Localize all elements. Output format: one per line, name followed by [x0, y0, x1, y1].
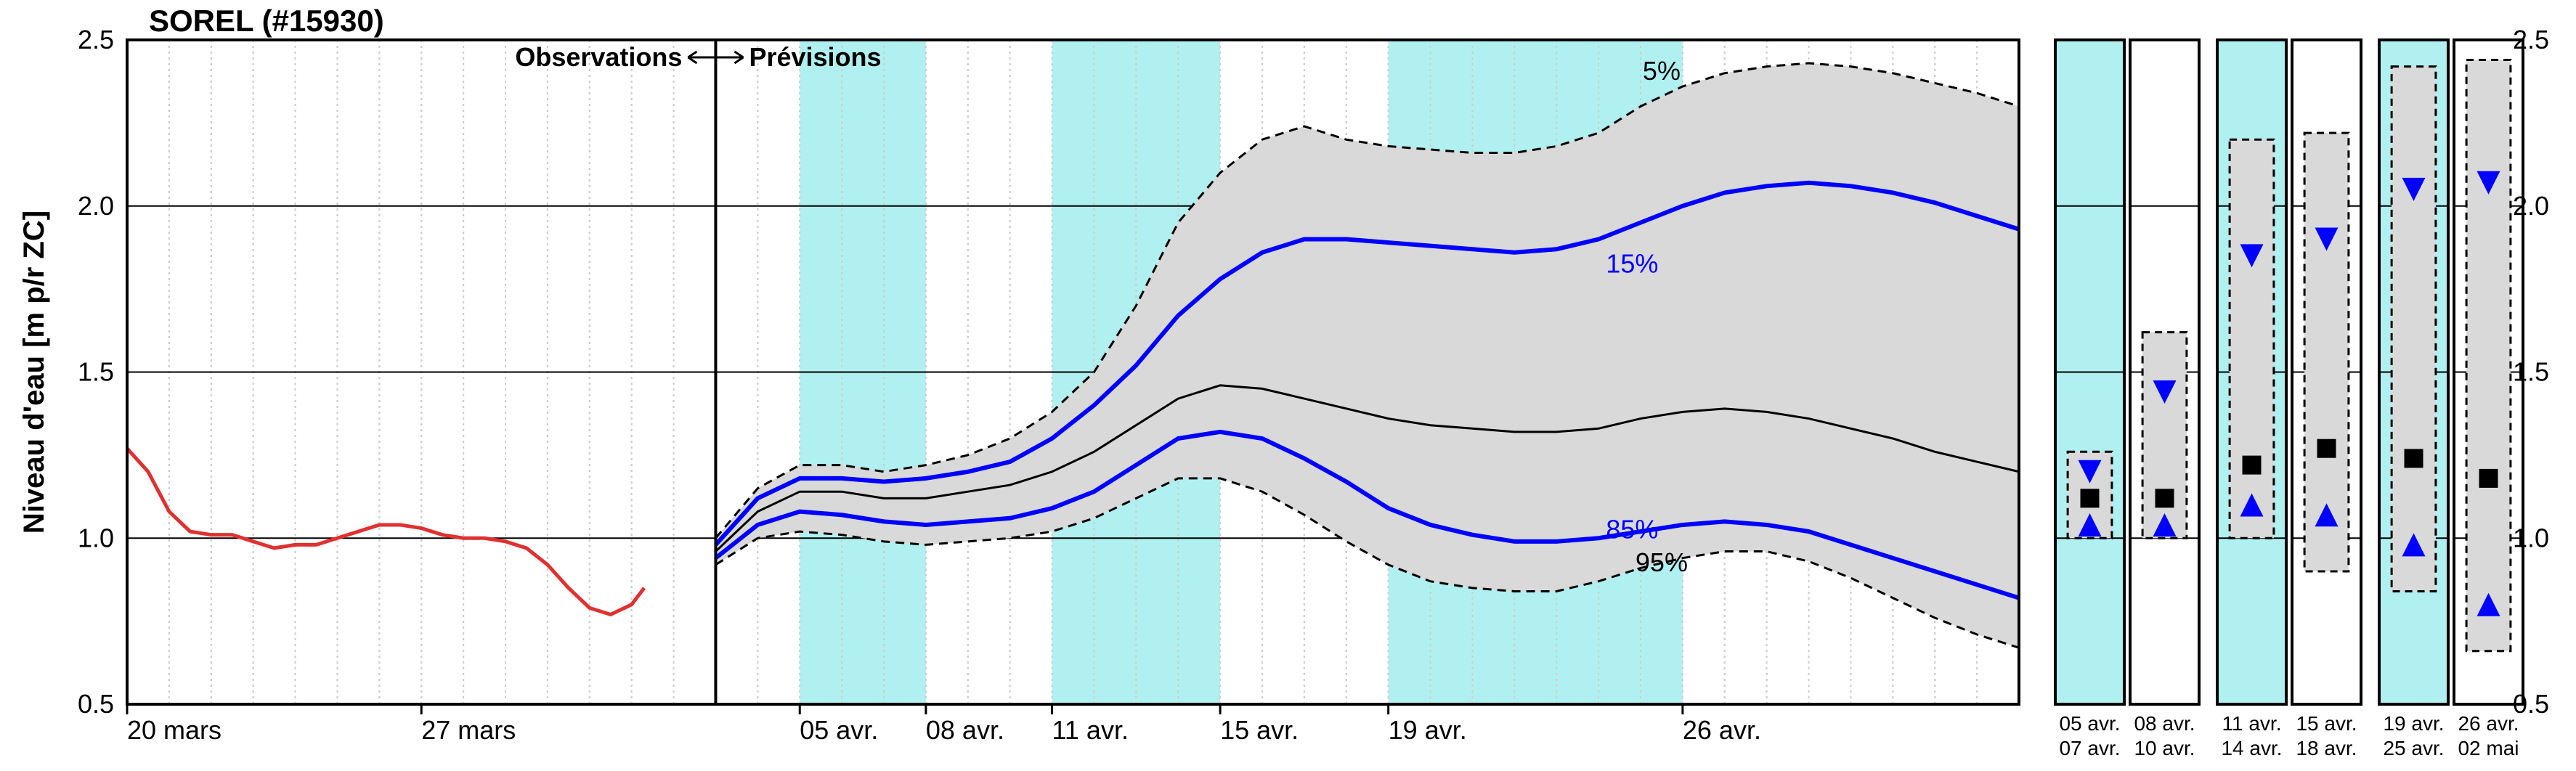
observations-line — [127, 449, 644, 615]
y-tick-label-right: 2.5 — [2513, 25, 2549, 54]
pct-label-15: 15% — [1606, 248, 1658, 278]
y-tick-label-right: 1.5 — [2513, 357, 2549, 387]
panel-label-top: 19 avr. — [2383, 712, 2444, 735]
y-tick-label-left: 0.5 — [78, 689, 114, 719]
panel-5-95-box — [2230, 139, 2274, 538]
panel-label-bottom: 14 avr. — [2221, 737, 2282, 759]
y-tick-label-left: 1.5 — [78, 357, 114, 387]
y-tick-label-left: 2.0 — [78, 191, 114, 221]
x-tick-label: 20 mars — [127, 715, 222, 745]
y-tick-label-right: 1.0 — [2513, 523, 2549, 552]
y-axis-label: Niveau d'eau [m p/r ZC] — [18, 211, 50, 534]
panel-label-bottom: 25 avr. — [2383, 737, 2444, 759]
pct-label-95: 95% — [1636, 547, 1688, 577]
chart-title: SOREL (#15930) — [149, 4, 384, 38]
y-tick-label-left: 1.0 — [78, 523, 114, 552]
observations-label: Observations — [515, 42, 682, 72]
panel-5-95-box — [2466, 60, 2511, 650]
pct-label-5: 5% — [1643, 56, 1681, 86]
panel-label-bottom: 10 avr. — [2134, 737, 2195, 759]
panel-label-top: 11 avr. — [2222, 712, 2282, 735]
panel-label-top: 05 avr. — [2059, 712, 2120, 735]
panel-5-95-box — [2392, 67, 2436, 592]
panel-label-top: 08 avr. — [2134, 712, 2195, 735]
x-tick-label: 26 avr. — [1683, 715, 1761, 745]
panel-label-top: 26 avr. — [2458, 712, 2519, 735]
panel-marker-median — [2081, 489, 2100, 507]
x-tick-label: 19 avr. — [1389, 715, 1467, 745]
panel-marker-median — [2317, 439, 2336, 458]
chart-svg: 20 mars 27 mars 05 avr. 08 avr. 11 avr. 15 av… — [0, 0, 2576, 771]
panel-marker-median — [2243, 456, 2262, 475]
y-tick-label-right: 2.0 — [2513, 191, 2549, 221]
x-tick-label: 27 mars — [421, 715, 516, 745]
panel-label-bottom: 02 mai — [2458, 737, 2519, 759]
y-tick-label-right: 0.5 — [2513, 689, 2549, 719]
x-tick-label: 11 avr. — [1052, 715, 1129, 745]
panel-label-bottom: 07 avr. — [2059, 737, 2120, 759]
x-tick-label: 05 avr. — [800, 715, 878, 745]
panel-marker-median — [2156, 489, 2174, 507]
panel-marker-median — [2405, 449, 2423, 468]
panel-label-top: 15 avr. — [2296, 712, 2357, 735]
y-tick-label-left: 2.5 — [78, 25, 114, 54]
forecast-label: Prévisions — [749, 42, 881, 72]
panel-marker-median — [2479, 469, 2498, 488]
pct-label-85: 85% — [1606, 514, 1658, 544]
x-tick-label: 08 avr. — [926, 715, 1004, 745]
panel-label-bottom: 18 avr. — [2296, 737, 2357, 759]
chart-container: 20 mars 27 mars 05 avr. 08 avr. 11 avr. 15 av… — [0, 0, 2576, 771]
x-tick-label: 15 avr. — [1220, 715, 1299, 745]
